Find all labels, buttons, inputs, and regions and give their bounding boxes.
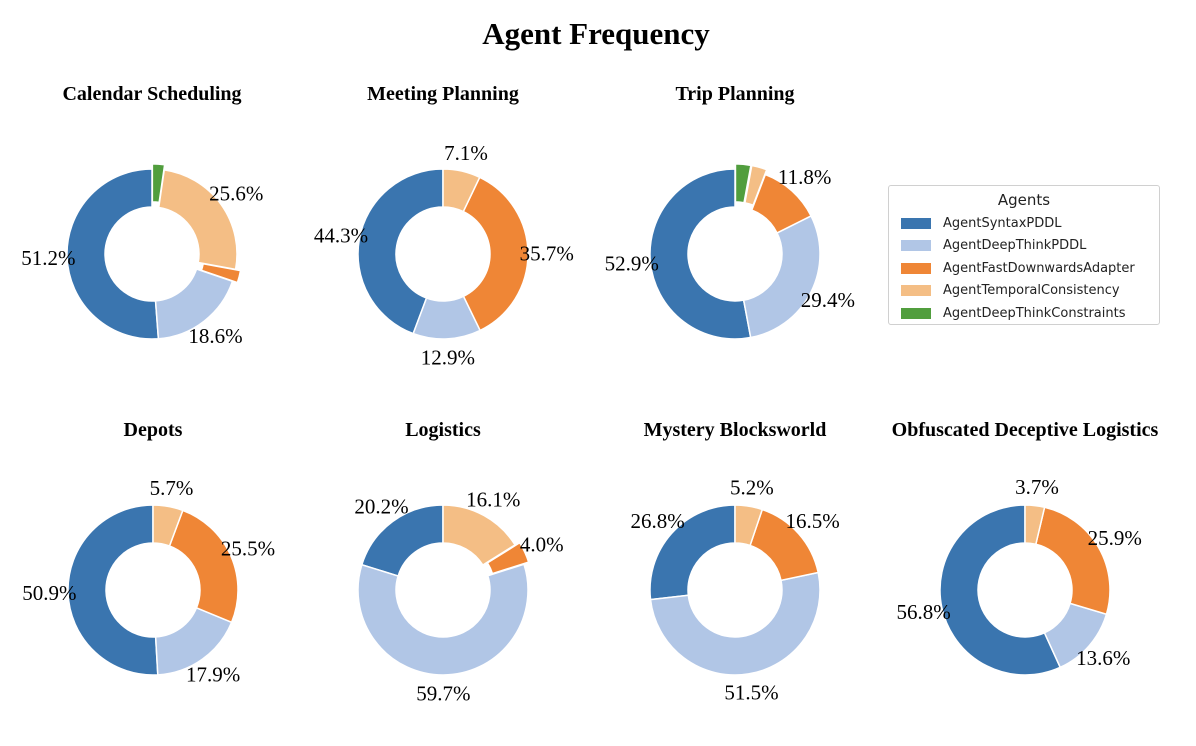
slice-label: 17.9% [186, 662, 240, 686]
subplot-title: Meeting Planning [367, 83, 519, 105]
slice-label: 18.6% [188, 324, 242, 348]
subplot-title: Depots [124, 419, 183, 441]
slice-label: 12.9% [421, 346, 475, 370]
slice-label: 35.7% [520, 242, 574, 266]
slice-label: 50.9% [22, 581, 76, 605]
donut-slice [168, 509, 239, 624]
slice-label: 3.7% [1015, 475, 1059, 499]
donut-slice [152, 504, 184, 547]
slice-label: 25.6% [209, 182, 263, 206]
slice-label: 44.3% [314, 224, 368, 248]
slice-label: 16.5% [785, 509, 839, 533]
slice-label: 20.2% [354, 494, 408, 518]
legend-swatch [901, 217, 931, 229]
donut-slice [742, 214, 821, 339]
slice-label: 13.6% [1076, 646, 1130, 670]
subplot-title: Trip Planning [675, 83, 794, 105]
slice-label: 29.4% [801, 288, 855, 312]
donut-slice [939, 504, 1062, 676]
slice-label: 11.8% [778, 165, 831, 189]
legend-label: AgentDeepThinkConstraints [943, 305, 1126, 321]
figure-title: Agent Frequency [482, 16, 710, 51]
donut-slice [442, 504, 517, 567]
subplot-title: Mystery Blocksworld [644, 419, 827, 441]
donut-slice [151, 163, 166, 204]
legend-label: AgentFastDownwardsAdapter [943, 260, 1135, 276]
slice-label: 51.2% [21, 246, 75, 270]
donut-slice [649, 168, 752, 340]
donut-slice [649, 504, 736, 601]
donut-slice [462, 176, 529, 332]
legend-swatch [901, 240, 931, 252]
legend-item: AgentDeepThinkPDDL [889, 235, 1159, 258]
legend-swatch [901, 262, 931, 274]
subplot-title: Calendar Scheduling [62, 83, 241, 105]
slice-label: 52.9% [605, 252, 659, 276]
legend-swatch [901, 285, 931, 297]
donut-slice [734, 163, 752, 204]
legend-item: AgentTemporalConsistency [889, 280, 1159, 303]
slice-label: 7.1% [444, 141, 488, 165]
slice-label: 51.5% [724, 680, 778, 704]
donut-slice [1024, 504, 1046, 546]
legend-swatch [901, 307, 931, 319]
donut-slice [734, 504, 764, 547]
legend-item: AgentSyntaxPDDL [889, 212, 1159, 235]
slice-label: 59.7% [416, 682, 470, 706]
slice-label: 16.1% [466, 487, 520, 511]
legend-label: AgentDeepThinkPDDL [943, 238, 1087, 254]
slice-label: 56.8% [897, 600, 951, 624]
donut-slice [1034, 506, 1111, 616]
donut-slice [649, 571, 821, 676]
legend-label: AgentTemporalConsistency [943, 283, 1120, 299]
legend-label: AgentSyntaxPDDL [943, 215, 1062, 231]
legend-title: Agents [997, 191, 1051, 209]
donut-slice [67, 504, 159, 676]
legend-item: AgentDeepThinkConstraints [889, 302, 1159, 325]
slice-label: 25.5% [221, 537, 275, 561]
slice-label: 25.9% [1088, 526, 1142, 550]
donut-slice [66, 168, 160, 340]
legend: Agents AgentSyntaxPDDL AgentDeepThinkPDDL… [888, 185, 1160, 325]
subplot-title: Logistics [405, 419, 481, 441]
slice-label: 4.0% [520, 532, 564, 556]
donut-slice [442, 168, 481, 213]
donut-slice [357, 563, 529, 676]
slice-label: 5.2% [730, 476, 774, 500]
donut-slice [357, 168, 444, 335]
subplot-title: Obfuscated Deceptive Logistics [892, 419, 1159, 441]
legend-item: AgentFastDownwardsAdapter [889, 257, 1159, 280]
slice-label: 5.7% [150, 476, 194, 500]
slice-label: 26.8% [631, 509, 685, 533]
donut-slice [744, 164, 768, 207]
